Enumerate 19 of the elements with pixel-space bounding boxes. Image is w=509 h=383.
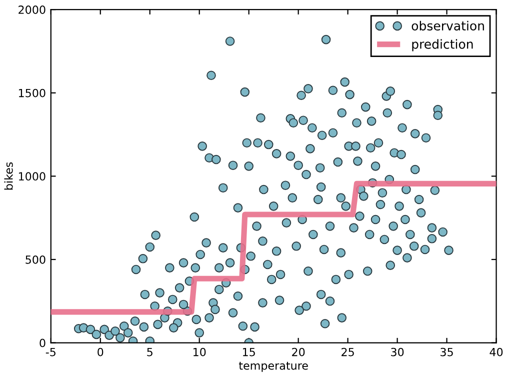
y-axis-title: bikes bbox=[4, 162, 13, 190]
x-tick-label: 10 bbox=[194, 348, 206, 356]
y-tick-label: 1500 bbox=[18, 88, 46, 98]
y-tick-label: 2000 bbox=[18, 6, 46, 14]
x-tick-label: 15 bbox=[242, 348, 255, 356]
x-tick-label: -5 bbox=[46, 348, 56, 356]
y-tick-label: 500 bbox=[26, 255, 46, 264]
x-tick-label: 20 bbox=[292, 348, 305, 356]
x-tick-label: 0 bbox=[98, 348, 104, 356]
x-tick-label: 40 bbox=[490, 348, 503, 356]
y-tick-label: 0 bbox=[40, 338, 46, 348]
x-tick-label: 25 bbox=[342, 348, 354, 356]
y-tick-label: 1000 bbox=[18, 172, 46, 181]
x-tick-label: 30 bbox=[391, 348, 404, 356]
legend-label: prediction bbox=[412, 39, 473, 52]
x-tick-label: 35 bbox=[440, 348, 453, 356]
legend-label: observation bbox=[412, 20, 484, 30]
x-tick-label: 5 bbox=[147, 348, 152, 356]
x-axis-title: temperature bbox=[238, 362, 308, 372]
